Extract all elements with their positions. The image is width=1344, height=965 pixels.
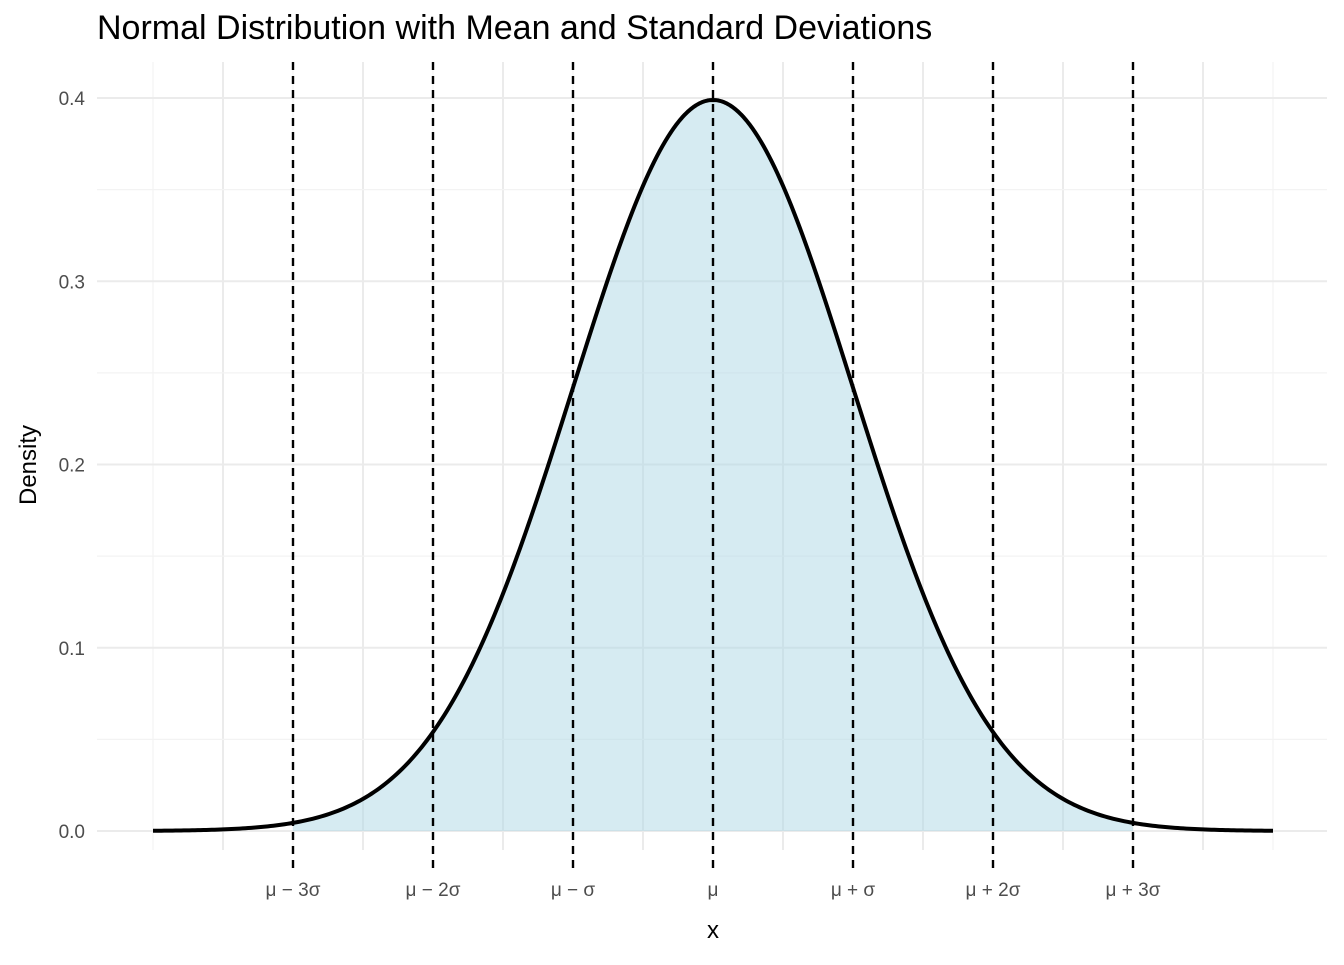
y-tick-label: 0.1 — [59, 639, 85, 660]
shaded-area — [293, 99, 1133, 831]
x-tick-label: μ — [708, 880, 719, 901]
x-tick-label: μ − σ — [551, 880, 596, 901]
y-axis-ticks: 0.0 0.1 0.2 0.3 0.4 — [59, 89, 86, 843]
x-axis-title: x — [707, 917, 719, 944]
density-curve-layer — [152, 97, 1274, 833]
y-axis-title: Density — [15, 425, 42, 505]
x-tick-label: μ − 2σ — [406, 880, 461, 901]
x-tick-label: μ + 3σ — [1106, 880, 1161, 901]
y-tick-label: 0.4 — [59, 89, 86, 110]
y-tick-label: 0.3 — [59, 272, 85, 293]
sd-reference-lines — [291, 62, 1135, 870]
x-tick-label: μ + σ — [831, 880, 876, 901]
density-curve — [152, 97, 1274, 833]
chart-title: Normal Distribution with Mean and Standa… — [97, 9, 932, 47]
x-tick-label: μ + 2σ — [966, 880, 1021, 901]
y-tick-label: 0.0 — [59, 822, 85, 843]
x-tick-label: μ − 3σ — [266, 880, 321, 901]
x-axis-ticks: μ − 3σ μ − 2σ μ − σ μ μ + σ μ + 2σ μ + 3σ — [266, 880, 1161, 901]
y-tick-label: 0.2 — [59, 456, 85, 477]
density-area-layer — [293, 99, 1133, 831]
